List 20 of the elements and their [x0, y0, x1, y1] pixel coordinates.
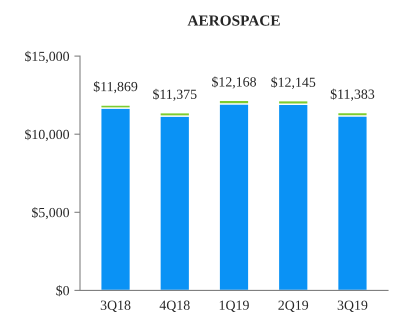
y-tick-label: $10,000	[25, 128, 70, 142]
total-label: $12,168	[212, 76, 256, 89]
bar	[218, 103, 250, 290]
bar	[278, 104, 309, 290]
total-label: $11,383	[330, 88, 374, 101]
total-label: $11,375	[153, 88, 197, 101]
bar	[159, 115, 190, 290]
x-tick-label: 2Q19	[278, 300, 308, 312]
x-tick-label: 3Q19	[338, 300, 368, 312]
x-tick-label: 4Q18	[160, 300, 190, 312]
total-label: $11,869	[94, 81, 138, 94]
y-tick-label: $15,000	[25, 50, 70, 64]
x-tick-label: 1Q19	[220, 300, 249, 312]
bar	[100, 107, 132, 290]
bar	[336, 115, 368, 290]
y-tick-label: $5,000	[32, 207, 70, 220]
total-label: $12,145	[271, 76, 316, 89]
chart-title: AEROSPACE	[188, 15, 280, 26]
x-tick-label: 3Q18	[100, 300, 130, 312]
y-tick-label: $0	[56, 285, 70, 296]
